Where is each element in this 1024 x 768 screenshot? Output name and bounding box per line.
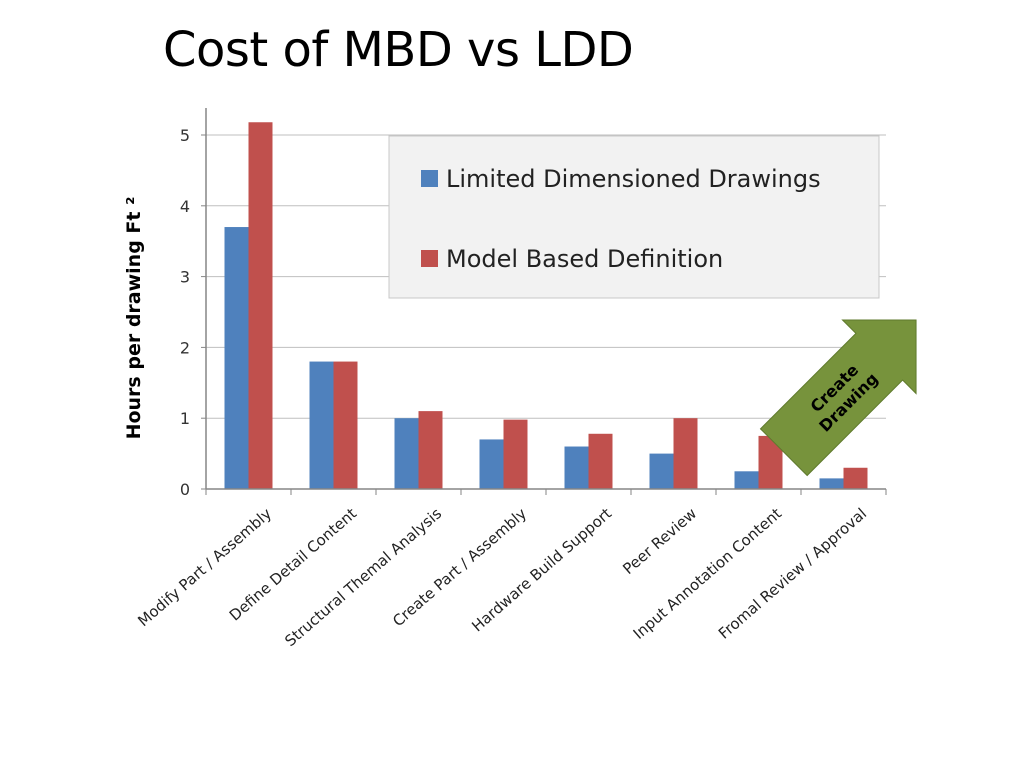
y-tick-label: 5 xyxy=(180,126,190,145)
category-label: Hardware Build Support xyxy=(468,504,615,635)
category-label: Structural Themal Analysis xyxy=(281,504,445,650)
bar-mbd-6 xyxy=(673,418,698,489)
bar-mbd-8 xyxy=(843,467,868,489)
bar-mbd-3 xyxy=(418,411,443,489)
y-axis-title: Hours per drawing Ft ² xyxy=(123,197,145,440)
category-label: Fromal Review / Approval xyxy=(715,504,870,642)
bar-ldd-4 xyxy=(479,439,504,489)
y-tick-label: 4 xyxy=(180,197,190,216)
y-tick-label: 3 xyxy=(180,268,190,287)
slide-title: Cost of MBD vs LDD xyxy=(163,22,634,78)
arrow-shape xyxy=(759,319,917,477)
category-label: Modify Part / Assembly xyxy=(134,504,275,630)
bar-mbd-4 xyxy=(503,419,528,489)
bar-ldd-7 xyxy=(734,471,759,489)
bar-ldd-6 xyxy=(649,453,674,489)
bar-ldd-8 xyxy=(819,478,844,489)
bar-mbd-5 xyxy=(588,433,613,489)
y-tick-label: 0 xyxy=(180,480,190,499)
bar-mbd-1 xyxy=(248,122,273,490)
y-tick-label: 2 xyxy=(180,338,190,357)
bar-mbd-2 xyxy=(333,361,358,489)
legend-swatch-ldd xyxy=(421,170,438,187)
legend: Limited Dimensioned Drawings Model Based … xyxy=(388,135,880,299)
bar-ldd-1 xyxy=(224,227,249,490)
legend-box xyxy=(388,135,880,299)
category-label: Input Annotation Content xyxy=(630,504,786,643)
bar-ldd-5 xyxy=(564,446,589,489)
legend-swatch-mbd xyxy=(421,250,438,267)
y-tick-label: 1 xyxy=(180,409,190,428)
legend-label-mbd: Model Based Definition xyxy=(446,245,723,273)
category-label: Peer Review xyxy=(619,504,700,578)
bars xyxy=(224,122,868,490)
bar-ldd-3 xyxy=(394,418,419,489)
legend-label-ldd: Limited Dimensioned Drawings xyxy=(446,165,821,193)
bar-ldd-2 xyxy=(309,361,334,489)
